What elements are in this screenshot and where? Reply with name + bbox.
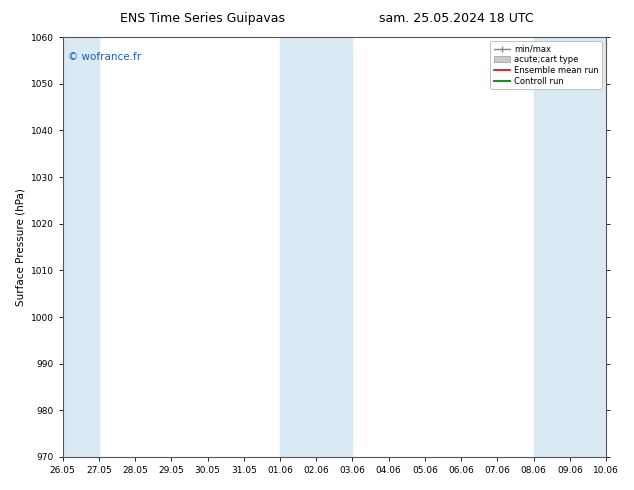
Y-axis label: Surface Pressure (hPa): Surface Pressure (hPa)	[15, 188, 25, 306]
Text: sam. 25.05.2024 18 UTC: sam. 25.05.2024 18 UTC	[379, 12, 534, 25]
Bar	[63, 37, 99, 457]
Text: © wofrance.fr: © wofrance.fr	[68, 52, 141, 62]
Text: ENS Time Series Guipavas: ENS Time Series Guipavas	[120, 12, 285, 25]
Legend: min/max, acute;cart type, Ensemble mean run, Controll run: min/max, acute;cart type, Ensemble mean …	[491, 41, 602, 89]
Bar	[280, 37, 353, 457]
Bar	[534, 37, 606, 457]
